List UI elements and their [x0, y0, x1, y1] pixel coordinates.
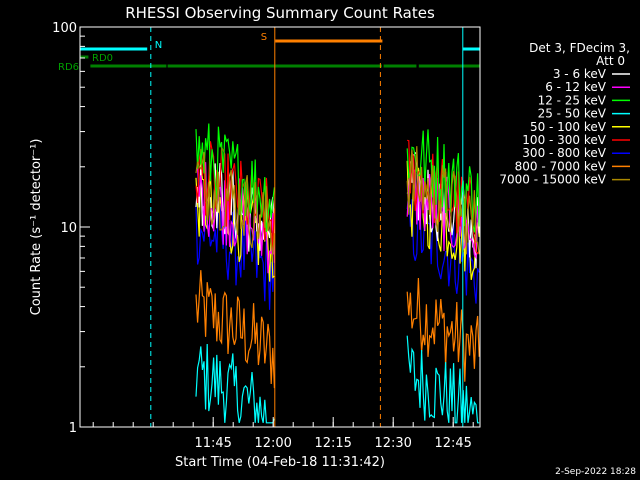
series-9	[195, 146, 480, 255]
legend-label-1: 3 - 6 keV	[553, 67, 607, 81]
series-8-trace-2	[406, 277, 480, 382]
flag-label-rd0: RD0	[92, 53, 113, 64]
x-axis-label: Start Time (04-Feb-18 11:31:42)	[175, 455, 385, 470]
series-9-trace-2	[406, 146, 480, 255]
series-6-trace-1	[195, 141, 275, 250]
y-tick-label-2: 10	[60, 221, 77, 236]
legend-header-line-2: Att 0	[596, 54, 625, 68]
legend-label-3: 12 - 25 keV	[538, 93, 607, 107]
series-2-trace-1	[195, 162, 275, 274]
series-4-trace-1	[195, 343, 275, 424]
flag-label-s: S	[261, 32, 267, 43]
legend-header-line-1: Det 3, FDecim 3,	[529, 41, 630, 55]
series-8	[195, 270, 480, 389]
x-tick-label-5: 12:45	[434, 436, 471, 451]
chart-title: RHESSI Observing Summary Count Rates	[125, 4, 435, 22]
y-tick-label-1: 1	[69, 421, 77, 436]
legend-label-2: 6 - 12 keV	[545, 80, 607, 94]
x-tick-label-2: 12:00	[254, 436, 291, 451]
legend-label-7: 300 - 800 keV	[522, 146, 606, 160]
x-axis-ticks: 11:45 12:00 12:15 12:30 12:45	[92, 417, 474, 451]
legend-label-6: 100 - 300 keV	[522, 133, 606, 147]
legend-label-4: 25 - 50 keV	[538, 107, 607, 121]
date-stamp: 2-Sep-2022 18:28	[555, 467, 636, 477]
y-axis-label: Count Rate (s⁻¹ detector⁻¹)	[29, 139, 44, 316]
legend-label-9: 7000 - 15000 keV	[499, 173, 606, 187]
legend-label-8: 800 - 7000 keV	[515, 159, 607, 173]
y-tick-label-3: 100	[52, 21, 77, 36]
flag-bars: N S RD6 RD0	[58, 32, 480, 73]
x-tick-label-1: 11:45	[194, 436, 231, 451]
legend-label-5: 50 - 100 keV	[530, 120, 607, 134]
flag-label-n: N	[155, 40, 162, 51]
y-axis-ticks: 1 10 100	[52, 21, 90, 436]
x-tick-label-3: 12:15	[314, 436, 351, 451]
series-4	[195, 335, 480, 424]
series-9-trace-1	[195, 152, 275, 255]
x-tick-label-4: 12:30	[374, 436, 411, 451]
series-4-trace-2	[406, 335, 480, 424]
series-8-trace-1	[195, 270, 275, 389]
flag-label-rd6: RD6	[58, 62, 79, 73]
plot-area	[195, 123, 480, 424]
